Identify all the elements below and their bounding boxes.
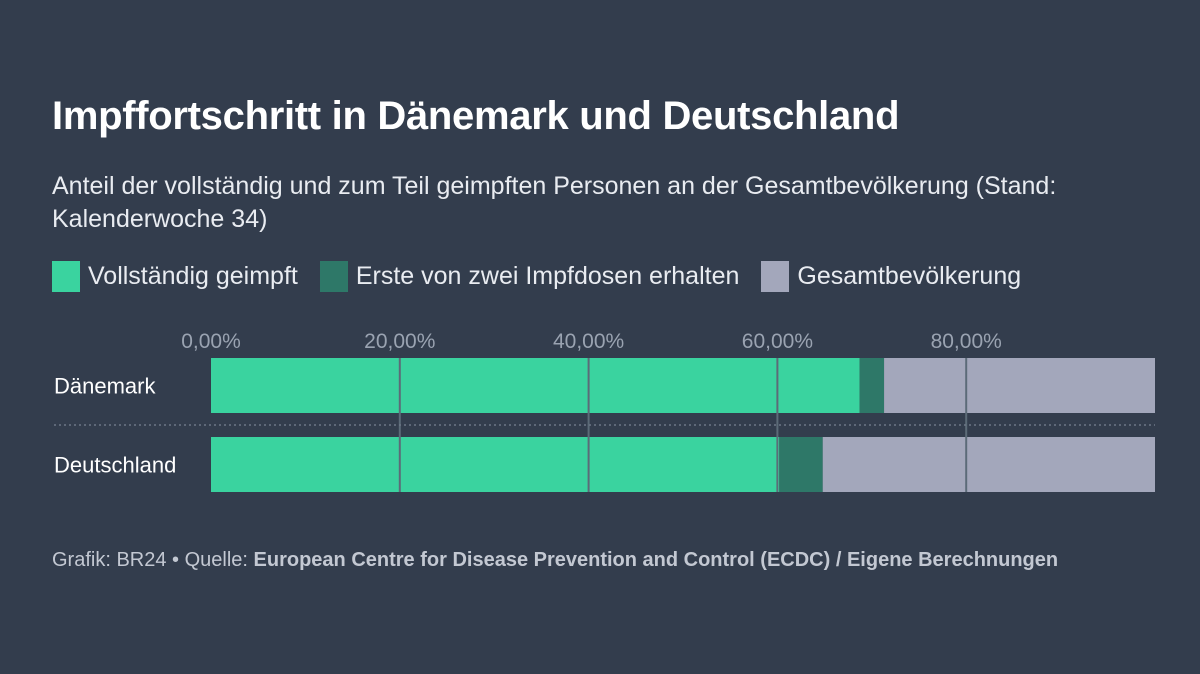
legend-swatch-first-dose bbox=[319, 261, 348, 292]
category-label-1: Deutschland bbox=[54, 453, 176, 478]
chart-subtitle: Anteil der vollständig und zum Teil geim… bbox=[52, 172, 1057, 233]
legend-item-total-population: Gesamtbevölkerung bbox=[761, 261, 1021, 292]
chart-footer: Grafik: BR24 • Quelle: European Centre f… bbox=[52, 549, 1058, 572]
legend-label-first-dose: Erste von zwei Impfdosen erhalten bbox=[355, 262, 740, 290]
x-tick-label-1: 20,00% bbox=[364, 330, 435, 353]
bar-segment-germany-0 bbox=[211, 437, 780, 492]
bar-segment-germany-1 bbox=[779, 437, 823, 492]
legend-swatch-fully-vaccinated bbox=[52, 261, 80, 292]
legend-swatch-total-population bbox=[761, 261, 790, 292]
x-tick-label-0: 0,00% bbox=[181, 330, 241, 353]
footer-source: European Centre for Disease Prevention a… bbox=[253, 549, 1059, 571]
legend-item-first-dose: Erste von zwei Impfdosen erhalten bbox=[319, 261, 740, 292]
x-tick-label-3: 60,00% bbox=[742, 330, 813, 353]
x-tick-label-4: 80,00% bbox=[931, 330, 1002, 353]
bar-segment-denmark-0 bbox=[211, 358, 860, 413]
legend-label-total-population: Gesamtbevölkerung bbox=[797, 262, 1022, 290]
footer-credit: Grafik: BR24 • Quelle: bbox=[52, 549, 254, 571]
legend-item-fully-vaccinated: Vollständig geimpft bbox=[52, 261, 298, 292]
chart-title: Impffortschritt in Dänemark und Deutschl… bbox=[52, 94, 900, 138]
x-tick-label-2: 40,00% bbox=[553, 330, 624, 353]
bar-segment-germany-2 bbox=[822, 437, 1155, 492]
chart-legend: Vollständig geimpft Erste von zwei Impfd… bbox=[52, 261, 1021, 292]
bar-segment-denmark-2 bbox=[884, 358, 1155, 413]
bar-segment-denmark-1 bbox=[859, 358, 885, 413]
legend-label-fully-vaccinated: Vollständig geimpft bbox=[88, 262, 298, 290]
category-label-0: Dänemark bbox=[54, 374, 156, 399]
